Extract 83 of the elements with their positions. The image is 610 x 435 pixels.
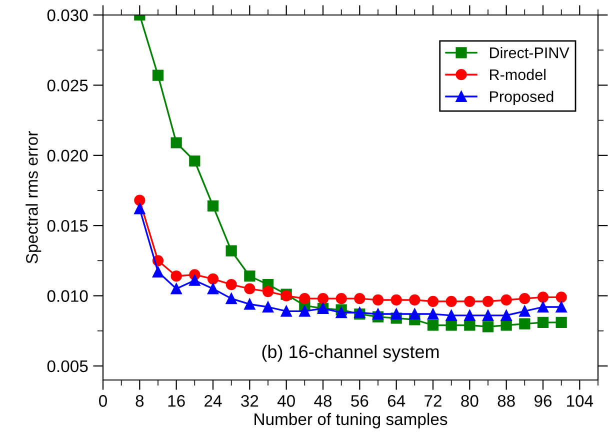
- x-tick-label: 32: [241, 395, 258, 407]
- point: [244, 283, 256, 294]
- point: [482, 310, 494, 321]
- point: [482, 321, 494, 332]
- x-tick-label: 64: [388, 395, 406, 407]
- point: [170, 283, 182, 294]
- point: [427, 296, 439, 307]
- point: [189, 274, 200, 286]
- y-tick-label: 0.030: [47, 9, 88, 22]
- point: [354, 293, 366, 304]
- point: [226, 293, 237, 304]
- point: [409, 308, 420, 320]
- point: [207, 273, 219, 284]
- point: [372, 308, 384, 320]
- point: [519, 293, 530, 304]
- x-tick-label: 104: [567, 395, 594, 407]
- point: [152, 70, 164, 81]
- point: [226, 245, 237, 256]
- point: [134, 203, 146, 214]
- x-tick-label: 16: [168, 395, 185, 407]
- point: [519, 318, 530, 330]
- point: [464, 310, 476, 321]
- point: [262, 301, 274, 313]
- point: [244, 270, 256, 282]
- x-axis-title: Number of tuning samples: [254, 412, 448, 428]
- point: [280, 306, 292, 317]
- point: [207, 200, 219, 212]
- point: [317, 293, 329, 304]
- point: [482, 296, 494, 307]
- point: [390, 308, 402, 320]
- x-tick-label: 8: [136, 395, 144, 407]
- point: [170, 270, 182, 282]
- point: [299, 306, 310, 317]
- point: [556, 301, 567, 313]
- point: [390, 294, 402, 306]
- point: [537, 292, 549, 303]
- point: [427, 308, 439, 320]
- point: [409, 294, 420, 306]
- x-tick-label: 96: [534, 395, 552, 407]
- legend-label: Direct-PINV: [490, 47, 570, 58]
- point: [500, 310, 512, 321]
- point: [446, 310, 457, 321]
- y-tick-label: 0.015: [47, 220, 88, 232]
- point: [556, 316, 567, 328]
- point: [519, 306, 530, 317]
- y-axis-title: Spectral rms error: [26, 131, 42, 264]
- point: [537, 301, 549, 313]
- point: [336, 293, 347, 304]
- y-tick-label: 0.025: [47, 80, 88, 92]
- point: [372, 294, 384, 306]
- x-tick-label: 88: [498, 395, 515, 407]
- x-tick-label: 72: [424, 395, 442, 407]
- y-tick-label: 0.010: [47, 290, 88, 302]
- point: [244, 298, 256, 310]
- point: [299, 293, 310, 304]
- point: [446, 320, 457, 331]
- point: [226, 278, 237, 290]
- point: [556, 292, 567, 303]
- legend-label: Proposed: [490, 90, 554, 106]
- legend-label: R-model: [490, 68, 546, 80]
- point: [500, 320, 512, 331]
- point: [537, 316, 549, 328]
- point: [152, 266, 164, 278]
- point: [336, 307, 347, 318]
- x-tick-label: 48: [314, 395, 332, 407]
- x-tick-label: 40: [277, 395, 295, 407]
- point: [446, 296, 457, 307]
- point: [427, 320, 439, 331]
- point: [207, 283, 219, 294]
- x-tick-label: 56: [351, 395, 368, 407]
- y-tick-label: 0.020: [47, 150, 88, 162]
- y-tick-label: 0.005: [47, 360, 88, 372]
- point: [189, 155, 200, 167]
- x-tick-label: 0: [99, 395, 107, 407]
- point: [134, 194, 146, 206]
- x-tick-label: 24: [204, 395, 222, 407]
- annotation: (b) 16-channel system: [262, 344, 439, 362]
- point: [170, 137, 182, 148]
- point: [262, 286, 274, 298]
- point: [464, 320, 476, 331]
- point: [464, 296, 476, 307]
- point: [500, 294, 512, 306]
- x-tick-label: 80: [461, 395, 478, 407]
